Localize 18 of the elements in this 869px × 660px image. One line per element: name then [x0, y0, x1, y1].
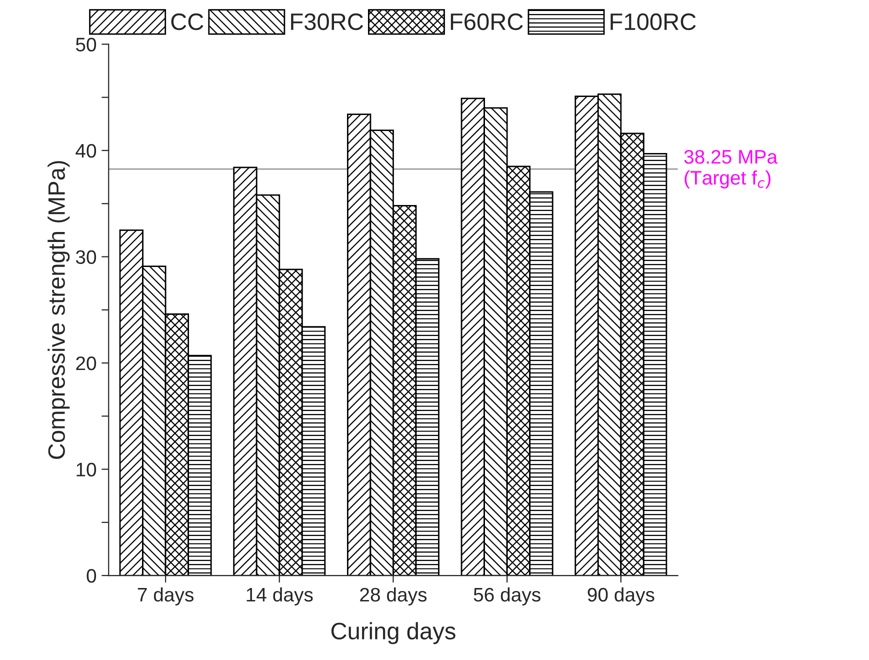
- legend-label: CC: [171, 13, 204, 30]
- ref-line-label: 38.25 MPa (Target f$_{c}$): [684, 150, 778, 189]
- y-tick-label: 10: [76, 462, 96, 476]
- x-axis-title: Curing days: [331, 622, 456, 644]
- y-tick-label: 0: [86, 568, 96, 583]
- x-tick-label: 56 days: [474, 587, 540, 606]
- legend-label: F100RC: [610, 13, 696, 30]
- x-tick-label: 90 days: [588, 587, 654, 606]
- y-tick-label: 50: [76, 38, 96, 52]
- legend-label: F60RC: [450, 13, 523, 30]
- x-tick-label: 14 days: [246, 587, 313, 606]
- x-tick-label: 28 days: [360, 587, 427, 606]
- x-tick-label: 7 days: [138, 587, 194, 606]
- legend-label: F30RC: [291, 13, 364, 30]
- y-tick-label: 40: [76, 144, 96, 158]
- y-tick-label: 20: [76, 356, 96, 370]
- y-axis-title: Compressive strength (MPa): [48, 161, 70, 459]
- y-tick-label: 30: [76, 250, 96, 264]
